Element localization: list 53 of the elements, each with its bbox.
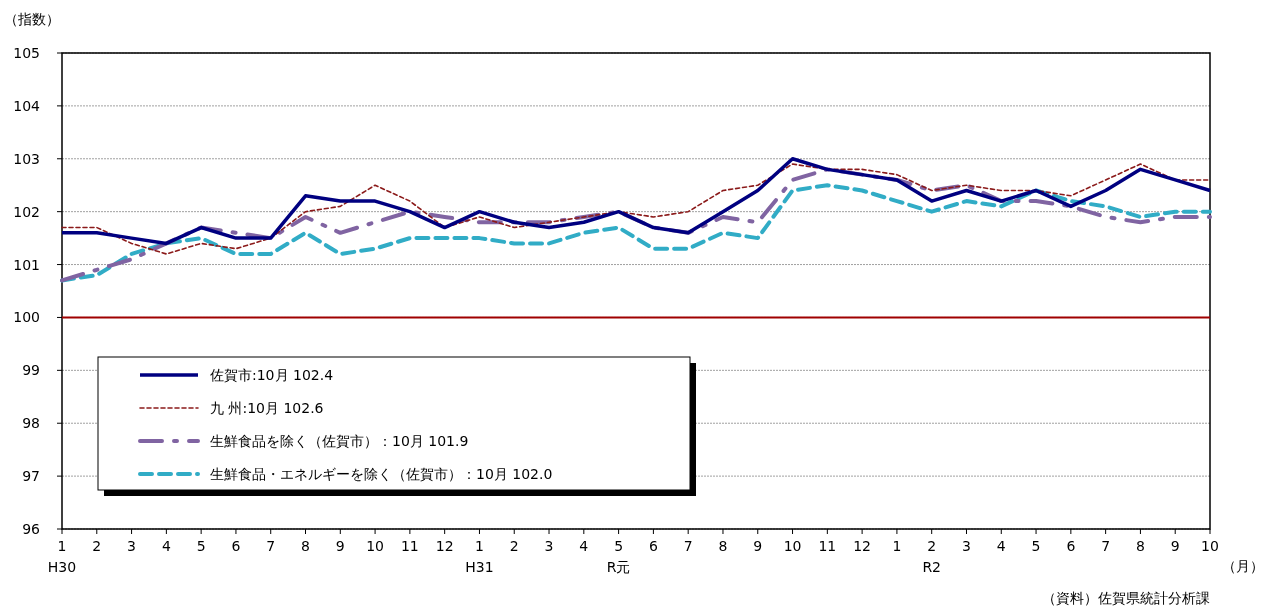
x-tick-label: 2 R2 [922,538,942,575]
x-tick-label: 7 [683,538,693,554]
x-tick-label: 3 [127,538,137,554]
x-tick-label: 5 [196,538,206,554]
legend-label: 九 州:10月 102.6 [210,400,324,416]
x-tick-label: 7 [1101,538,1111,554]
y-tick-label: 101 [13,256,40,273]
x-tick-label: 12 [435,538,454,554]
x-tick-label: 11 [818,538,837,554]
x-tick-label: 4 [996,538,1006,554]
y-tick-label: 104 [13,97,41,114]
y-tick-label: 97 [22,468,40,485]
x-tick-label: 3 [544,538,554,554]
x-tick-label: 6 [231,538,241,554]
x-tick-label: 3 [962,538,971,554]
y-tick-label: 99 [22,362,40,379]
y-tick-label: 100 [13,309,40,326]
line-series [60,157,1212,246]
y-tick-label: 103 [13,150,40,167]
x-tick-label: 2 [92,538,102,554]
x-tick-label: 9 [1170,538,1180,554]
x-tick-label: 2 [509,538,519,554]
x-axis-title: （月） [1222,558,1262,574]
x-tick-label: 5 R元 [606,538,631,575]
x-tick-label: 10 [1201,538,1219,554]
x-tick-label: 10 [783,538,802,554]
line-series [61,163,1211,255]
x-tick-label: 11 [400,538,419,554]
text: （資料）佐賀県統計分析課 [1042,590,1210,606]
x-tick-label: 7 [266,538,276,554]
y-axis-title: （指数） [4,11,60,27]
legend-label: 生鮮食品を除く（佐賀市）：10月 101.9 [210,433,469,449]
x-tick-label: 6 [1066,538,1076,554]
x-tick-label: 8 [301,538,310,554]
x-tick-label: 1 [892,538,902,554]
x-tick-label: 1 H31 [465,538,494,575]
x-tick-label: 9 [753,538,763,554]
x-tick-label: 5 [1031,538,1041,554]
legend-label: 生鮮食品・エネルギーを除く（佐賀市）：10月 102.0 [210,466,553,482]
x-tick-label: 4 [161,538,171,554]
y-tick-label: 102 [13,203,40,220]
x-tick-label: 6 [648,538,658,554]
x-tick-label: 1 H30 [47,538,77,575]
legend-label: 佐賀市:10月 102.4 [210,367,334,383]
x-tick-label: 8 [1135,538,1145,554]
y-tick-label: 105 [13,45,40,61]
x-tick-label: 8 [718,538,728,554]
x-tick-label: 9 [335,538,345,554]
x-tick-label: 12 [853,538,872,554]
y-tick-label: 96 [22,521,41,537]
y-tick-label: 98 [22,415,40,432]
x-tick-label: 10 [366,538,384,554]
x-tick-label: 4 [579,538,589,554]
